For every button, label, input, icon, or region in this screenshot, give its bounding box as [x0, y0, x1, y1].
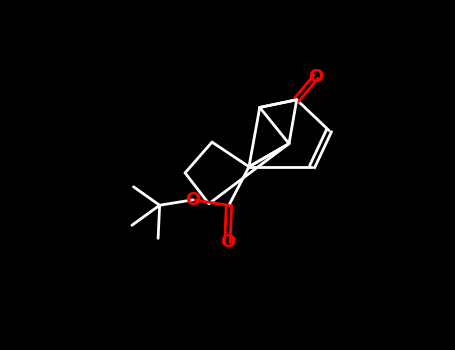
Text: O: O [220, 233, 235, 251]
Text: O: O [185, 191, 200, 209]
Text: O: O [308, 68, 324, 86]
